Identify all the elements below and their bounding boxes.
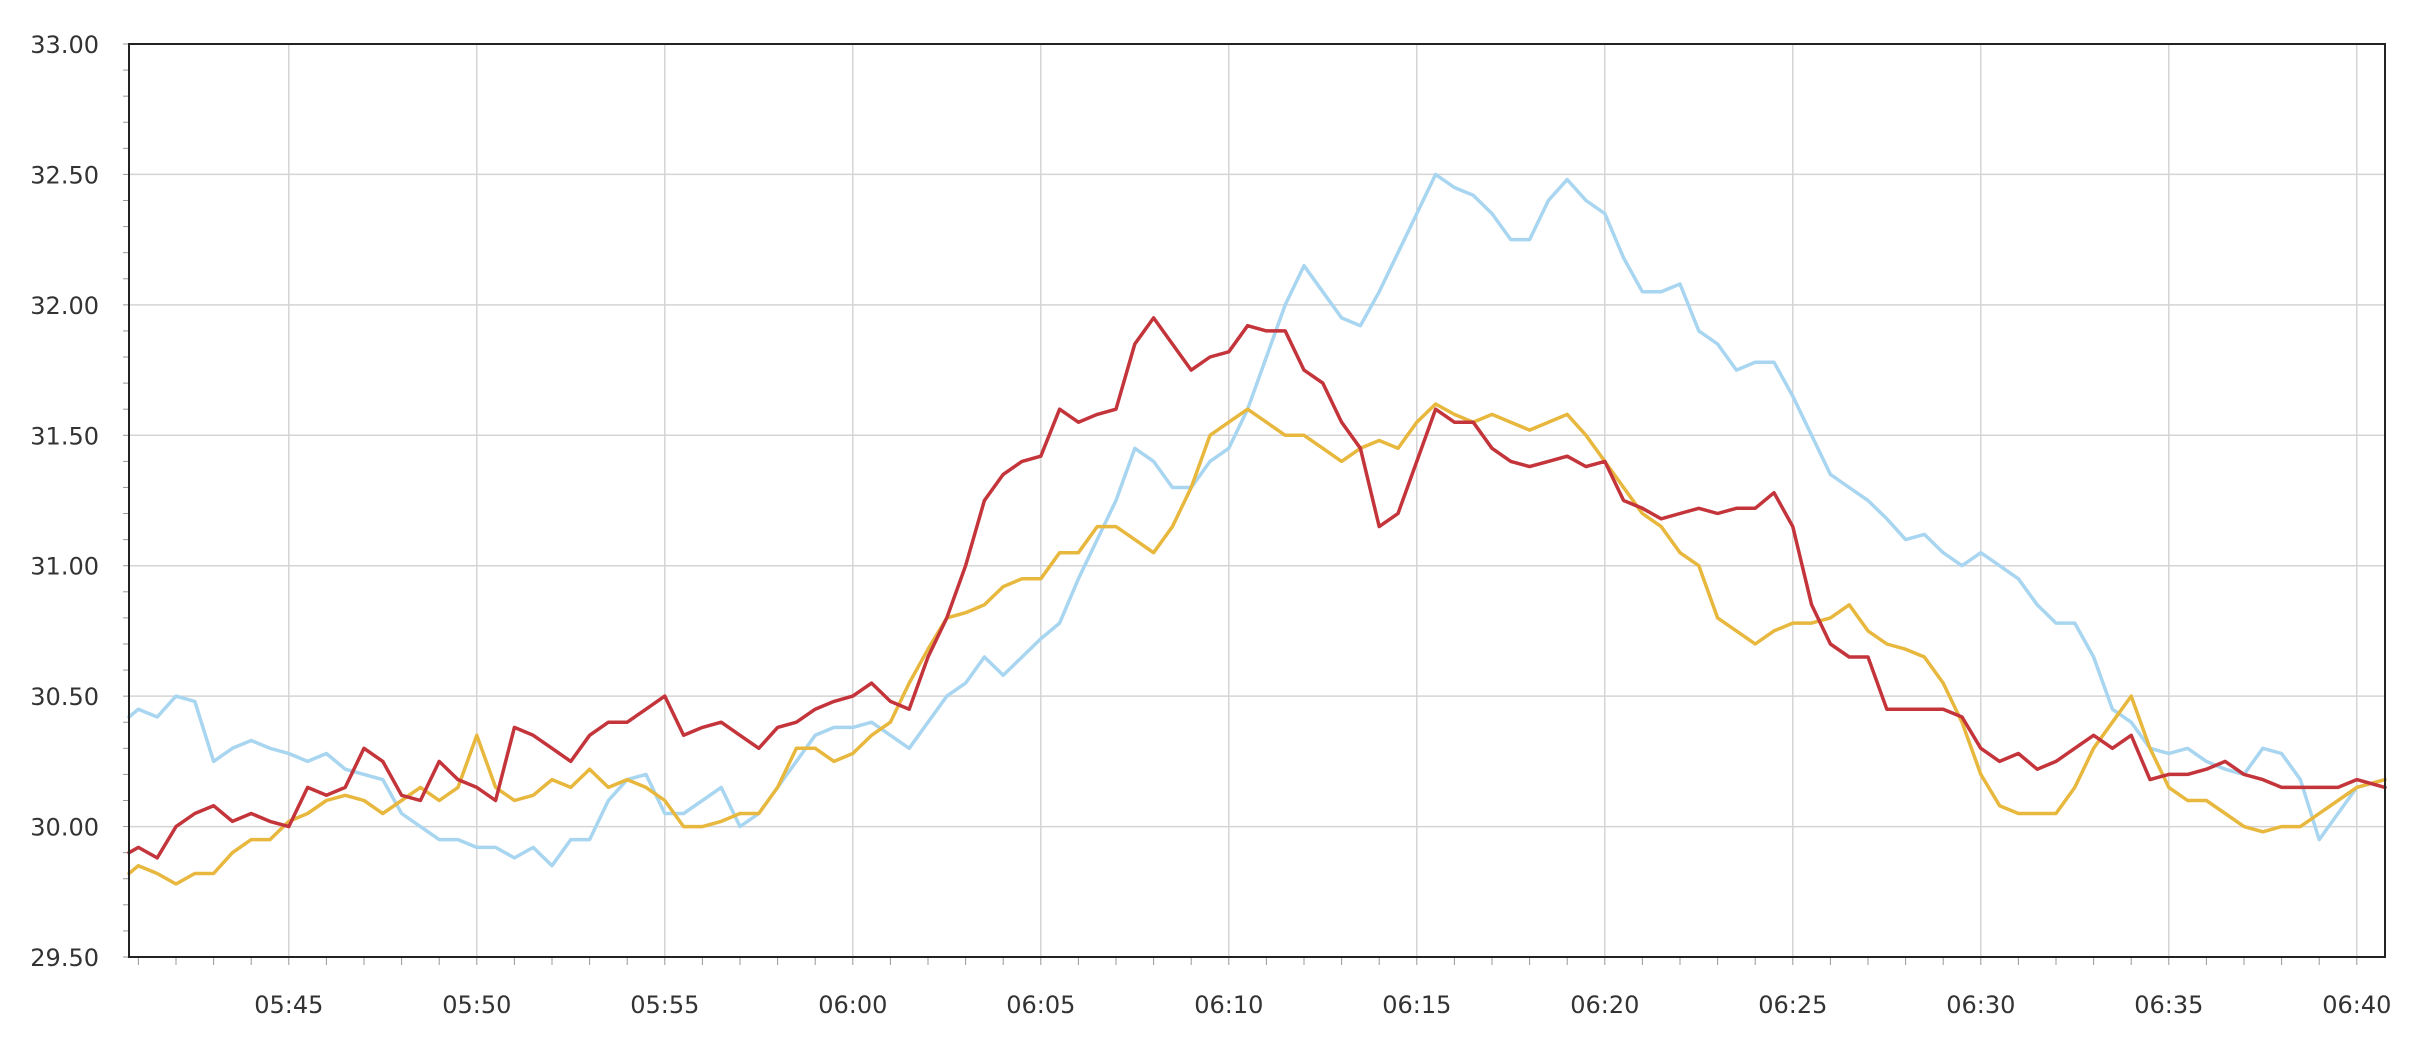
x-tick-label: 05:55 bbox=[630, 991, 699, 1019]
x-tick-label: 06:35 bbox=[2134, 991, 2203, 1019]
y-tick-label: 30.50 bbox=[30, 683, 99, 711]
x-axis-labels: 05:45 05:50 05:55 06:00 06:05 06:10 06:15 06:20… bbox=[254, 991, 2391, 1019]
x-tick-label: 06:05 bbox=[1006, 991, 1075, 1019]
plot-frame bbox=[128, 43, 2386, 958]
x-tick-label: 05:45 bbox=[254, 991, 323, 1019]
x-tick-label: 06:30 bbox=[1946, 991, 2015, 1019]
x-tick-label: 06:40 bbox=[2322, 991, 2391, 1019]
x-tick-label: 06:15 bbox=[1382, 991, 1451, 1019]
y-tick-label: 32.50 bbox=[30, 161, 99, 189]
y-tick-label: 31.00 bbox=[30, 553, 99, 581]
y-axis-labels: 29.50 30.00 30.50 31.00 31.50 32.00 32.50 33.00 bbox=[30, 31, 99, 972]
y-tick-label: 33.00 bbox=[30, 31, 99, 59]
y-tick-label: 29.50 bbox=[30, 944, 99, 972]
x-tick-label: 06:10 bbox=[1194, 991, 1263, 1019]
x-tick-label: 06:25 bbox=[1758, 991, 1827, 1019]
x-tick-label: 06:20 bbox=[1570, 991, 1639, 1019]
x-tick-label: 05:50 bbox=[442, 991, 511, 1019]
series-line-3 bbox=[127, 316, 2387, 860]
y-tick-label: 32.00 bbox=[30, 292, 99, 320]
grid bbox=[129, 43, 2385, 958]
y-tick-label: 30.00 bbox=[30, 814, 99, 842]
series-line-2 bbox=[127, 402, 2387, 886]
series-group bbox=[127, 172, 2387, 886]
x-tick-label: 06:00 bbox=[818, 991, 887, 1019]
y-tick-label: 31.50 bbox=[30, 422, 99, 450]
